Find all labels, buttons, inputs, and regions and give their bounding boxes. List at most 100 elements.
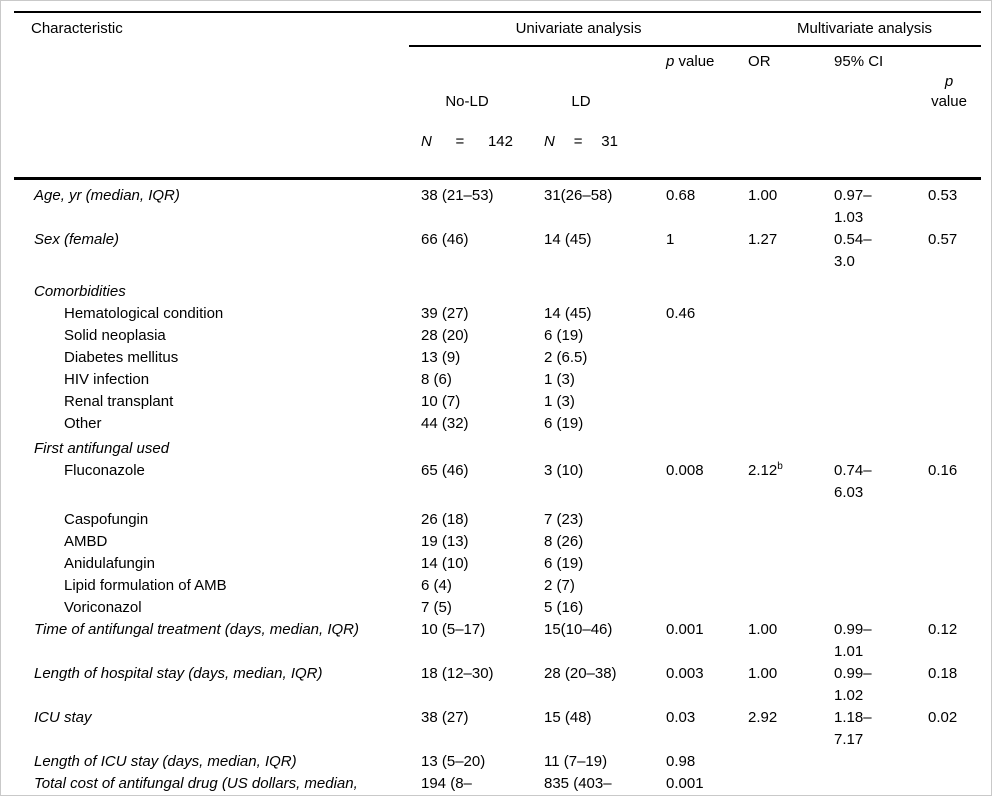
no-ld-cell: 10 (5–17) [421,621,486,638]
ci-cell [834,553,928,575]
ci-cell [834,347,928,369]
ld-cell [544,435,666,460]
ci-cell [834,531,928,553]
p-univariate-cell [666,597,748,619]
characteristics-table: Characteristic Univariate analysis Multi… [14,11,982,795]
p-multivariate-cell [928,413,981,435]
header-group-row: Characteristic Univariate analysis Multi… [14,12,982,180]
ld-cell: 835 (403– 1407) [544,775,612,792]
table-row: Diabetes mellitus 13 (9) 2 (6.5) [14,347,981,369]
p-univariate-cell: 0.98 [666,753,696,770]
p-multivariate-cell [928,278,981,303]
or-cell [748,347,834,369]
ld-cell: 28 (20–38) [544,665,617,682]
table-row: Caspofungin 26 (18) 7 (23) [14,509,981,531]
p-univariate-cell: 0.001 [666,775,704,792]
p-univariate-cell [666,278,748,303]
p-multivariate-cell [928,751,981,773]
table-row: Other 44 (32) 6 (19) [14,413,981,435]
characteristic-cell: Total cost of antifungal drug (US dollar… [34,775,358,792]
p-univariate-cell [666,347,748,369]
table-row: Sex (female) 66 (46) 14 (45) 1 1.27 0.54– 3.0… [14,229,981,278]
univariate-analysis-header: Univariate analysis [409,12,749,47]
ld-cell: 3 (10) [544,462,584,479]
ci-cell [834,278,928,303]
n-count: 31 [601,133,618,150]
no-ld-cell: 10 (7) [421,393,461,410]
ci-cell [834,509,928,531]
characteristic-cell: Time of antifungal treatment (days, medi… [34,621,360,638]
characteristic-cell: Length of ICU stay (days, median, IQR) [34,753,297,770]
ld-cell [544,278,666,303]
table-row: Age, yr (median, IQR) 38 (21–53) 31(26–58)… [14,179,981,230]
no-ld-cell: 28 (20) [421,327,469,344]
or-cell [748,509,834,531]
p-multivariate-cell [928,597,981,619]
no-ld-cell: 7 (5) [421,599,452,616]
table-row: Length of ICU stay (days, median, IQR) 13… [14,751,981,773]
table-row: HIV infection 8 (6) 1 (3) [14,369,981,391]
p-multivariate-cell: 0.16 [928,462,958,479]
characteristic-cell: Length of hospital stay (days, median, I… [34,665,323,682]
or-cell [748,531,834,553]
ld-cell: 6 (19) [544,327,584,344]
p-univariate-cell: 0.001 [666,621,704,638]
ci-cell: 0.99– 1.01 [834,621,872,660]
or-cell: 1.00 [748,665,778,682]
characteristic-cell: AMBD [64,533,108,550]
no-ld-cell: 13 (9) [421,349,461,366]
characteristic-cell: Renal transplant [64,393,174,410]
characteristic-cell: HIV infection [64,371,150,388]
no-ld-cell: 19 (13) [421,533,469,550]
characteristic-cell: Caspofungin [64,511,149,528]
table-row: Fluconazole 65 (46) 3 (10) 0.008 2.12b 0.74– … [14,460,981,509]
ld-cell: 6 (19) [544,555,584,572]
n-count: 142 [487,133,513,150]
table-row: Voriconazol 7 (5) 5 (16) [14,597,981,619]
characteristic-cell: Voriconazol [64,599,142,616]
or-column-header: OR [748,46,835,180]
no-ld-cell: 39 (27) [421,305,469,322]
ld-cell: 1 (3) [544,393,575,410]
or-cell [748,391,834,413]
equals-sign: = [455,133,465,150]
characteristic-cell: Other [64,415,102,432]
p-univariate-cell [666,391,748,413]
p-multivariate-cell [928,435,981,460]
or-cell [748,575,834,597]
ci-cell [834,303,928,325]
characteristic-cell: Hematological condition [64,305,224,322]
table-row: Hematological condition 39 (27) 14 (45) 0.4… [14,303,981,325]
p-univariate-cell [666,553,748,575]
or-cell [748,369,834,391]
table-header: Characteristic Univariate analysis Multi… [14,12,982,180]
n-symbol: N [544,133,555,150]
ci-cell: 0.99– 1.02 [834,665,872,704]
characteristic-column-header: Characteristic [14,12,409,180]
table-row: Lipid formulation of AMB 6 (4) 2 (7) [14,575,981,597]
no-ld-cell: 65 (46) [421,462,469,479]
characteristic-cell: Comorbidities [34,283,126,300]
ld-cell: 14 (45) [544,305,592,322]
p-univariate-cell: 0.46 [666,305,696,322]
no-ld-column-header: No-LD N = 142 [409,46,544,180]
p-univariate-cell [666,575,748,597]
multivariate-analysis-header: Multivariate analysis [748,12,982,47]
ld-cell: 2 (7) [544,577,575,594]
p-univariate-cell: 0.68 [666,187,696,204]
p-multivariate-cell [928,553,981,575]
ld-cell: 7 (23) [544,511,584,528]
p-multivariate-cell: 0.02 [928,709,958,726]
p-multivariate-cell [928,575,981,597]
no-ld-cell: 194 (8– 818) [421,775,472,792]
ld-cell: 15(10–46) [544,621,613,638]
table-row: Comorbidities [14,278,981,303]
p-multivariate-cell [928,303,981,325]
table-row: Renal transplant 10 (7) 1 (3) [14,391,981,413]
ld-cell: 31(26–58) [544,187,613,204]
or-cell: 1.00 [748,187,778,204]
p-multivariate-cell: 0.53 [928,187,958,204]
ld-cell: 15 (48) [544,709,592,726]
no-ld-cell: 44 (32) [421,415,469,432]
